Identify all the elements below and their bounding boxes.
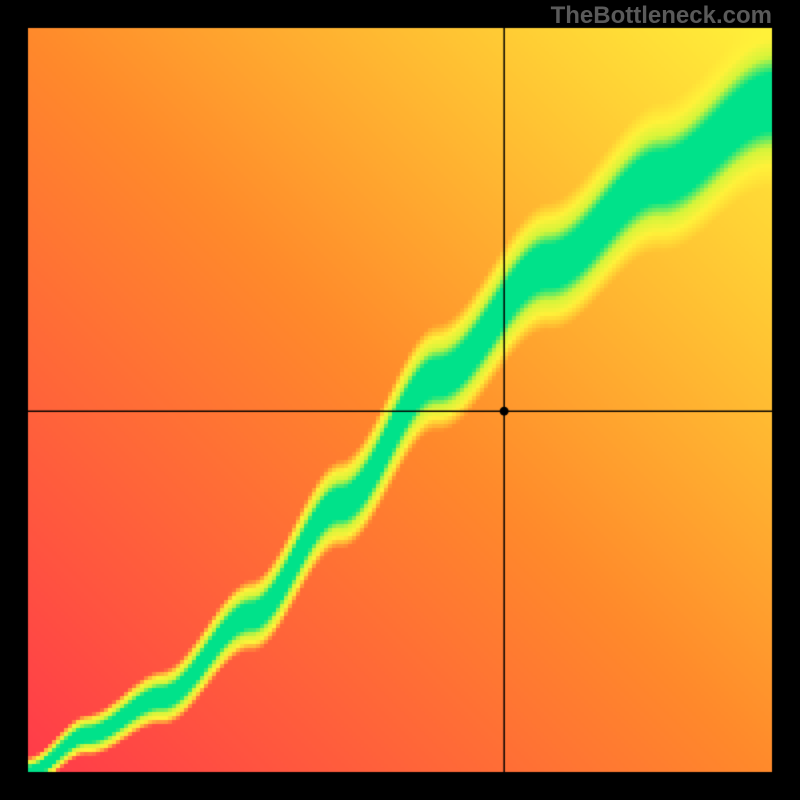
- bottleneck-heatmap-canvas: [0, 0, 800, 800]
- watermark-text: TheBottleneck.com: [551, 2, 772, 30]
- chart-container: TheBottleneck.com: [0, 0, 800, 800]
